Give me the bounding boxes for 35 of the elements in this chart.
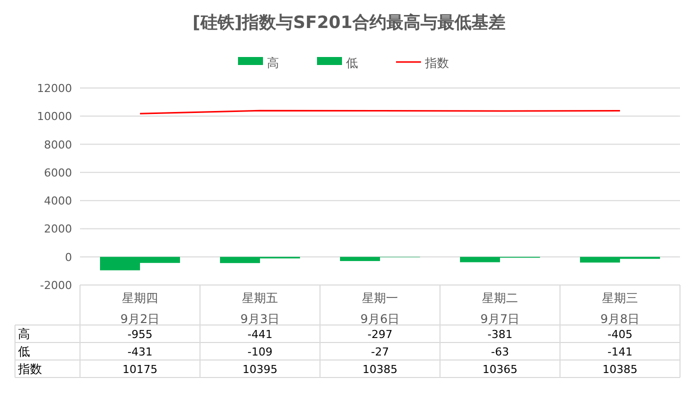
y-tick-label: 6000: [44, 166, 72, 180]
data-label: -63: [491, 346, 509, 358]
y-tick-label: 12000: [37, 82, 72, 95]
text: 高: [18, 327, 30, 341]
data-label: 10175: [122, 363, 158, 376]
x-tick-label: 星期四 9月2日: [120, 291, 160, 326]
y-tick-label: 2000: [44, 222, 72, 236]
legend-label: 低: [346, 56, 358, 70]
x-tick-label: 星期三 9月8日: [600, 291, 640, 326]
y-tick-label: 4000: [44, 194, 72, 208]
data-label: 10395: [242, 363, 278, 376]
y-tick-label: 0: [65, 250, 72, 264]
x-tick-label: 星期一 9月6日: [360, 291, 400, 326]
data-label: -405: [608, 328, 632, 341]
chart-title: [硅铁]指数与SF201合约最高与最低基差: [192, 13, 506, 33]
data-label: -27: [371, 346, 389, 358]
legend-label: 指数: [424, 56, 449, 70]
data-label: 10385: [602, 363, 638, 376]
data-label: -955: [128, 328, 152, 341]
data-label: -109: [248, 346, 272, 358]
data-label: 10385: [362, 363, 398, 376]
y-tick-label: -2000: [40, 279, 72, 292]
data-label: -141: [608, 346, 632, 358]
y-tick-label: 10000: [37, 110, 72, 124]
y-tick-label: 8000: [44, 138, 72, 152]
data-label: 10365: [482, 363, 518, 376]
data-label: -431: [128, 346, 152, 358]
legend-label: 高: [267, 56, 279, 70]
text: 低: [18, 344, 30, 358]
data-label: -381: [488, 328, 512, 341]
x-tick-label: 星期五 9月3日: [240, 291, 280, 326]
data-label: -441: [248, 328, 272, 341]
text: 指数: [18, 362, 42, 376]
x-tick-label: 星期二 9月7日: [480, 291, 520, 326]
data-label: -297: [368, 328, 392, 341]
